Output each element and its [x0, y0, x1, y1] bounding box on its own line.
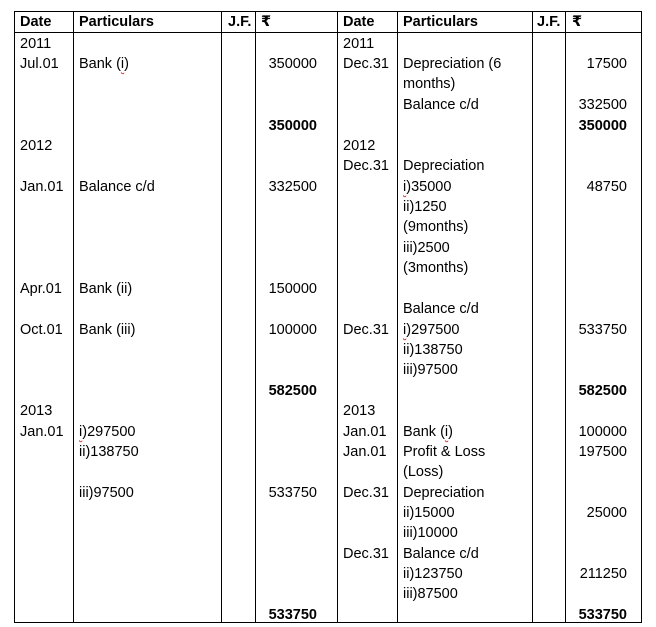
credit-particulars: Profit & Loss	[403, 444, 486, 460]
credit-particulars: Depreciation (6	[403, 56, 502, 72]
credit-particulars: ii)15000	[403, 505, 455, 521]
debit-date: Jan.01	[20, 424, 64, 440]
credit-particulars: (9months)	[403, 219, 469, 235]
credit-amount: 25000	[586, 505, 627, 521]
column-divider	[255, 12, 256, 622]
debit-total: 533750	[268, 607, 317, 623]
header-divider	[15, 32, 641, 33]
credit-amount: 332500	[578, 97, 627, 113]
header-particulars: Particulars	[79, 14, 154, 30]
credit-particulars: iii)87500	[403, 586, 458, 602]
debit-particulars: Bank (ii)	[79, 281, 133, 297]
credit-date: Jan.01	[343, 444, 387, 460]
credit-date: Dec.31	[343, 158, 389, 174]
credit-particulars: (3months)	[403, 260, 469, 276]
debit-particulars: Bank (iii)	[79, 322, 136, 338]
credit-total: 533750	[578, 607, 627, 623]
debit-particulars: Bank (i)	[79, 56, 129, 72]
credit-amount: 48750	[586, 179, 627, 195]
credit-date: 2012	[343, 138, 376, 154]
column-divider	[221, 12, 222, 622]
credit-particulars: ii)138750	[403, 342, 463, 358]
debit-date: Jul.01	[20, 56, 59, 72]
credit-amount: 211250	[579, 566, 627, 582]
debit-amount: 150000	[268, 281, 317, 297]
debit-date: Oct.01	[20, 322, 63, 338]
debit-date: 2012	[20, 138, 53, 154]
column-divider	[337, 12, 338, 622]
credit-date: Dec.31	[343, 56, 389, 72]
debit-particulars: ii)138750	[79, 444, 139, 460]
credit-particulars: Balance c/d	[403, 97, 479, 113]
debit-amount: 533750	[268, 485, 317, 501]
credit-total: 582500	[578, 383, 627, 399]
credit-date: 2011	[343, 36, 375, 52]
credit-date: Jan.01	[343, 424, 387, 440]
header-date: Date	[20, 14, 52, 30]
header-particulars-credit: Particulars	[403, 14, 478, 30]
ledger-account-table: Date Particulars J.F. ₹ Date Particulars…	[14, 11, 642, 623]
credit-particulars: i)297500	[403, 322, 460, 338]
credit-particulars: months)	[403, 76, 456, 92]
debit-date: 2011	[20, 36, 52, 52]
credit-particulars: Balance c/d	[403, 546, 479, 562]
debit-particulars: i)297500	[79, 424, 136, 440]
debit-amount: 350000	[268, 56, 317, 72]
credit-particulars: iii)97500	[403, 362, 458, 378]
debit-total: 582500	[268, 383, 317, 399]
column-divider	[565, 12, 566, 622]
credit-date: 2013	[343, 403, 376, 419]
credit-particulars: iii)10000	[403, 525, 458, 541]
debit-particulars: iii)97500	[79, 485, 134, 501]
credit-amount: 533750	[578, 322, 627, 338]
column-divider	[397, 12, 398, 622]
header-date-credit: Date	[343, 14, 375, 30]
debit-amount: 332500	[268, 179, 317, 195]
credit-date: Dec.31	[343, 322, 389, 338]
header-amount-credit: ₹	[572, 14, 583, 30]
credit-date: Dec.31	[343, 546, 389, 562]
credit-particulars: ii)123750	[403, 566, 463, 582]
credit-particulars: Depreciation	[403, 158, 485, 174]
column-divider	[532, 12, 533, 622]
header-amount: ₹	[261, 14, 272, 30]
header-jf-credit: J.F.	[537, 14, 561, 30]
debit-amount: 100000	[268, 322, 317, 338]
credit-total: 350000	[578, 118, 627, 134]
credit-particulars: ii)1250	[403, 199, 447, 215]
debit-total: 350000	[268, 118, 317, 134]
debit-date: 2013	[20, 403, 53, 419]
credit-amount: 17500	[586, 56, 627, 72]
credit-particulars: Balance c/d	[403, 301, 479, 317]
credit-amount: 100000	[578, 424, 627, 440]
column-divider	[73, 12, 74, 622]
credit-particulars: i)35000	[403, 179, 452, 195]
credit-date: Dec.31	[343, 485, 389, 501]
debit-date: Jan.01	[20, 179, 64, 195]
header-jf: J.F.	[228, 14, 252, 30]
credit-particulars: iii)2500	[403, 240, 450, 256]
debit-particulars: Balance c/d	[79, 179, 155, 195]
credit-amount: 197500	[578, 444, 627, 460]
credit-particulars: (Loss)	[403, 464, 444, 480]
debit-date: Apr.01	[20, 281, 62, 297]
credit-particulars: Bank (i)	[403, 424, 453, 440]
credit-particulars: Depreciation	[403, 485, 485, 501]
